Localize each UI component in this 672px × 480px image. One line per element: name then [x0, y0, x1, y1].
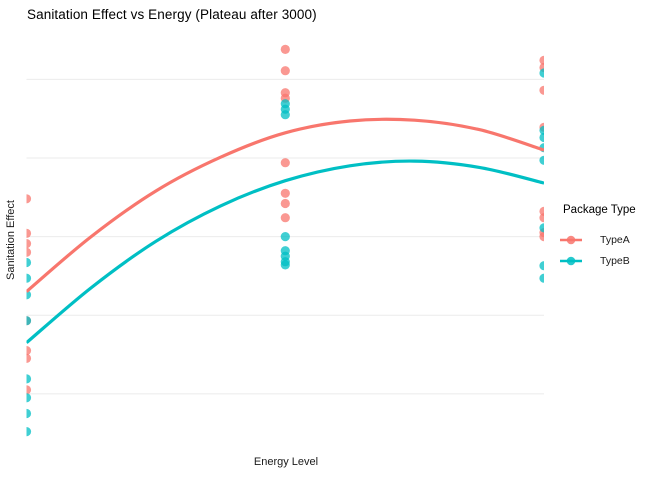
- typea-point: [26, 239, 32, 249]
- typea-point: [539, 232, 544, 242]
- typeb-point: [26, 393, 32, 403]
- typeb-point: [280, 110, 290, 120]
- typea-point: [539, 213, 544, 223]
- typeb-smooth-line: [26, 159, 544, 344]
- typea-point: [26, 194, 32, 204]
- typea-point: [26, 247, 32, 257]
- typeb-point: [539, 68, 544, 78]
- plot-title: Sanitation Effect vs Energy (Plateau aft…: [27, 7, 317, 22]
- typeb-point: [26, 273, 32, 283]
- legend-key-typeb-icon: [560, 256, 582, 266]
- typeb-point: [539, 125, 544, 135]
- typea-point: [280, 158, 290, 168]
- legend-label: TypeB: [600, 255, 630, 267]
- typea-point: [280, 188, 290, 198]
- typea-point: [539, 55, 544, 65]
- typea-point: [280, 198, 290, 209]
- typeb-point: [280, 232, 290, 242]
- typea-point: [280, 66, 290, 76]
- typeb-point: [26, 316, 32, 326]
- x-axis-title: Energy Level: [253, 456, 319, 468]
- legend-label: TypeA: [600, 234, 630, 246]
- typeb-point: [26, 408, 32, 419]
- typeb-point: [26, 427, 32, 437]
- typea-smooth-line: [26, 117, 544, 293]
- typea-point: [280, 213, 290, 223]
- typeb-point: [539, 273, 544, 283]
- typeb-point: [539, 261, 544, 271]
- legend-entry-typea: TypeA: [559, 232, 636, 248]
- typea-smooth-group: [26, 117, 544, 293]
- typeb-point: [539, 132, 544, 143]
- typeb-point: [26, 257, 32, 268]
- y-axis-title: Sanitation Effect: [5, 200, 17, 280]
- typea-point: [26, 385, 32, 395]
- typeb-points: [26, 68, 544, 437]
- typeb-point: [539, 155, 544, 165]
- typea-points: [26, 44, 544, 395]
- typea-point: [26, 346, 32, 356]
- legend-key-typea-icon: [560, 235, 582, 245]
- typea-point: [280, 44, 290, 55]
- legend-title: Package Type: [563, 204, 636, 216]
- typeb-point: [539, 223, 544, 233]
- typeb-smooth-group: [26, 159, 544, 344]
- legend: Package Type TypeA TypeB: [559, 202, 636, 274]
- legend-entry-typeb: TypeB: [559, 253, 636, 269]
- typeb-point: [280, 260, 290, 270]
- typea-point: [539, 85, 544, 95]
- typea-point: [26, 228, 32, 238]
- typea-point: [26, 353, 32, 363]
- typeb-point: [26, 374, 32, 384]
